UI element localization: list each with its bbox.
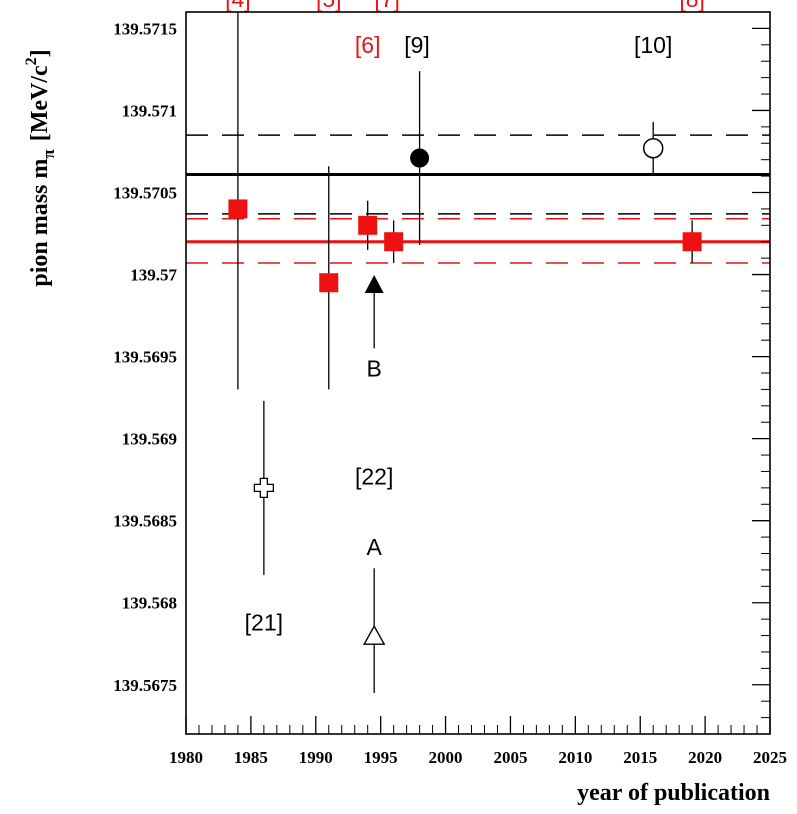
data-point-4: [410, 148, 430, 168]
data-point-6: [682, 232, 702, 252]
x-tick-label-9: 2025: [753, 748, 787, 767]
data-point-0: [228, 199, 248, 219]
data-point-3: [384, 232, 404, 252]
reference-annotations: [4] [5] [7] [8] [6] [9] [10] B [22] A [21]: [225, 0, 705, 636]
x-tick-label-5: 2005: [493, 748, 527, 767]
x-tick-label-0: 1980: [169, 748, 203, 767]
x-tick-label-7: 2015: [623, 748, 657, 767]
data-point-9: [362, 624, 386, 645]
annotation-label-3: [8]: [679, 0, 705, 12]
y-tick-label-2: 139.5685: [113, 512, 177, 531]
x-tick-label-6: 2010: [558, 748, 592, 767]
annotation-label-2: [7]: [374, 0, 400, 12]
x-tick-label-4: 2000: [429, 748, 463, 767]
annotation-label-1: [5]: [316, 0, 342, 12]
data-point-1: [319, 273, 339, 293]
annotation-label-8: [22]: [355, 464, 393, 490]
y-axis-title-unit: [MeV/c: [27, 65, 53, 141]
y-axis-title-main: pion mass m: [27, 159, 53, 287]
data-markers: [228, 137, 702, 645]
annotation-label-6: [10]: [634, 32, 672, 58]
y-axis-title: pion mass mπ [MeV/c2]: [23, 49, 58, 286]
annotation-label-9: A: [367, 534, 383, 560]
x-tick-label-2: 1990: [299, 748, 333, 767]
x-tick-label-3: 1995: [364, 748, 398, 767]
data-point-8: [253, 477, 275, 499]
x-tick-label-1: 1985: [234, 748, 268, 767]
y-tick-label-1: 139.568: [122, 594, 177, 613]
data-point-5: [642, 137, 664, 159]
y-axis-title-unit-superscript: 2: [23, 57, 40, 65]
y-tick-label-4: 139.5695: [113, 348, 177, 367]
x-axis-title: year of publication: [577, 780, 770, 806]
error-bars: [237, 12, 693, 693]
y-axis-title-subscript: π: [39, 149, 58, 159]
y-tick-label-3: 139.569: [122, 430, 177, 449]
reference-lines: [186, 134, 770, 264]
annotation-label-10: [21]: [245, 610, 283, 636]
x-tick-label-8: 2020: [688, 748, 722, 767]
annotation-label-4: [6]: [355, 32, 381, 58]
axes: 1980 1985 1990 1995 2000 2005 2010 2015 2020 2025…: [113, 19, 787, 767]
y-axis-title-unit-close: ]: [27, 49, 53, 57]
y-tick-label-8: 139.5715: [113, 19, 177, 38]
y-tick-label-0: 139.5675: [113, 676, 177, 695]
annotation-label-0: [4]: [225, 0, 251, 12]
y-tick-label-7: 139.571: [122, 101, 177, 120]
data-point-2: [358, 215, 378, 235]
y-tick-label-6: 139.5705: [113, 184, 177, 203]
data-point-7: [364, 275, 384, 294]
annotation-label-5: [9]: [404, 32, 430, 58]
annotation-label-7: B: [367, 355, 382, 381]
y-tick-label-5: 139.57: [130, 266, 177, 285]
